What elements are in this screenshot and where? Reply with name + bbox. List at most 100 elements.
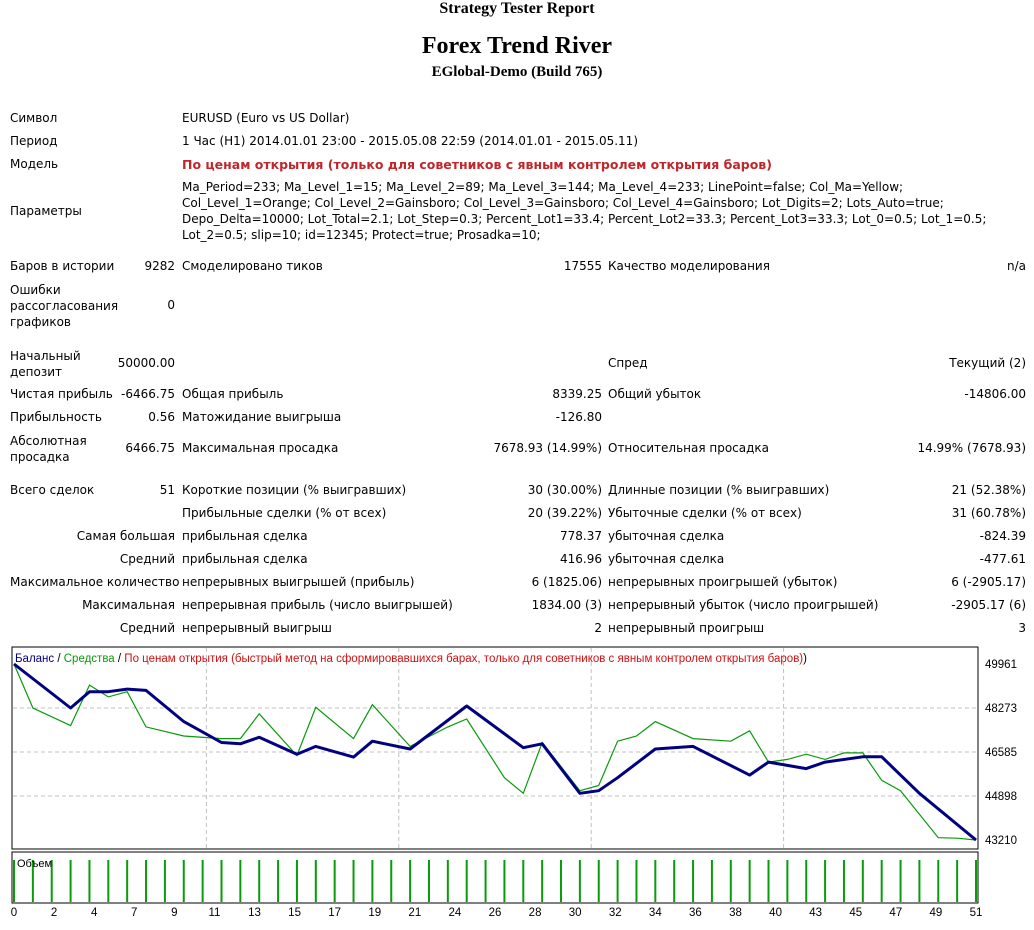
model-label: Модель — [10, 157, 59, 171]
x-tick-label: 11 — [208, 907, 220, 919]
chart-legend: Баланс / Средства / По ценам открытия (б… — [15, 653, 807, 665]
volume-bars — [13, 860, 977, 902]
legend-model: По ценам открытия (быстрый метод на сфор… — [124, 653, 803, 665]
profit-trades-value: 20 (39.22%) — [527, 506, 602, 520]
abs-drawdown-label: Абсолютная просадка — [10, 434, 87, 464]
total-trades-value: 51 — [159, 483, 175, 497]
y-tick-label: 48273 — [985, 703, 1017, 715]
average-profit-label: прибыльная сделка — [182, 552, 308, 566]
volume-plot-frame — [11, 851, 979, 904]
rel-drawdown-label: Относительная просадка — [608, 441, 770, 455]
x-tick-label: 24 — [449, 907, 462, 919]
x-tick-label: 43 — [809, 907, 822, 919]
max-drawdown-value: 7678.93 (14.99%) — [493, 441, 602, 455]
max-count-label: Максимальное количество — [10, 575, 180, 589]
quality-value: n/a — [1006, 259, 1026, 273]
max-count-wins-label: непрерывных выигрышей (прибыль) — [182, 575, 415, 589]
avg-consecutive-label: Средний — [119, 621, 175, 635]
x-axis-labels: 0 2 4 7 9 11 13 15 17 19 21 24 26 28 30 32 34 36 38 40 43 45 4… — [11, 907, 983, 919]
x-tick-label: 45 — [849, 907, 862, 919]
short-positions-value: 30 (30.00%) — [527, 483, 602, 497]
maximal-profit-value: 1834.00 (3) — [531, 598, 602, 612]
maximal-loss-label: непрерывный убыток (число проигрышей) — [608, 598, 879, 612]
loss-trades-label: Убыточные сделки (% от всех) — [608, 506, 802, 520]
avg-consecutive-losses-value: 3 — [1018, 621, 1026, 635]
short-positions-label: Короткие позиции (% выигравших) — [182, 483, 407, 497]
x-tick-label: 19 — [368, 907, 381, 919]
largest-loss-label: убыточная сделка — [608, 529, 725, 543]
deposit-label: Начальный депозит — [10, 349, 81, 379]
avg-consecutive-wins-label: непрерывный выигрыш — [182, 621, 332, 635]
max-drawdown-label: Максимальная просадка — [182, 441, 339, 455]
x-tick-label: 28 — [529, 907, 542, 919]
x-tick-label: 32 — [609, 907, 622, 919]
gross-profit-label: Общая прибыль — [182, 387, 284, 401]
x-tick-label: 17 — [328, 907, 341, 919]
long-positions-label: Длинные позиции (% выигравших) — [608, 483, 830, 497]
largest-profit-value: 778.37 — [560, 529, 602, 543]
y-axis-labels: 49961 48273 46585 44898 43210 — [985, 659, 1017, 847]
params-line-2: Col_Level_1=Orange; Col_Level_2=Gainsbor… — [182, 196, 944, 210]
legend-equity: Средства — [64, 653, 116, 665]
largest-profit-label: прибыльная сделка — [182, 529, 308, 543]
ticks-label: Смоделировано тиков — [182, 259, 323, 273]
mismatch-value: 0 — [167, 298, 175, 312]
period-value: 1 Час (H1) 2014.01.01 23:00 - 2015.05.08… — [182, 134, 638, 148]
y-tick-label: 46585 — [985, 747, 1017, 759]
x-tick-label: 7 — [131, 907, 137, 919]
params-line-1: Ma_Period=233; Ma_Level_1=15; Ma_Level_2… — [182, 180, 904, 194]
max-count-losses-value: 6 (-2905.17) — [951, 575, 1026, 589]
period-label: Период — [10, 134, 58, 148]
x-tick-label: 38 — [729, 907, 742, 919]
average-label: Средний — [119, 552, 175, 566]
ticks-value: 17555 — [563, 259, 602, 273]
average-loss-value: -477.61 — [979, 552, 1026, 566]
expert-name: Forex Trend River — [421, 33, 613, 59]
y-tick-label: 49961 — [985, 659, 1017, 671]
model-value: По ценам открытия (только для советников… — [182, 157, 772, 172]
legend-balance: Баланс — [15, 653, 54, 665]
symbol-label: Символ — [10, 111, 58, 125]
x-tick-label: 9 — [171, 907, 177, 919]
balance-series-line — [13, 662, 977, 842]
gross-profit-value: 8339.25 — [552, 387, 602, 401]
largest-label: Самая большая — [76, 529, 175, 543]
deposit-value: 50000.00 — [117, 356, 175, 370]
rel-drawdown-value: 14.99% (7678.93) — [917, 441, 1026, 455]
maximal-profit-label: непрерывная прибыль (число выигрышей) — [182, 598, 453, 612]
symbol-value: EURUSD (Euro vs US Dollar) — [182, 111, 350, 125]
gross-loss-value: -14806.00 — [964, 387, 1026, 401]
x-tick-label: 2 — [51, 907, 57, 919]
x-tick-label: 21 — [408, 907, 421, 919]
long-positions-value: 21 (52.38%) — [951, 483, 1026, 497]
x-tick-label: 13 — [248, 907, 261, 919]
chart-plot-frame — [11, 646, 979, 850]
profit-factor-value: 0.56 — [148, 410, 175, 424]
x-tick-label: 34 — [649, 907, 662, 919]
x-tick-label: 47 — [889, 907, 902, 919]
profit-factor-label: Прибыльность — [10, 410, 102, 424]
maximal-loss-value: -2905.17 (6) — [951, 598, 1026, 612]
abs-drawdown-value: 6466.75 — [125, 441, 175, 455]
params-line-4: Lot_2=0.5; slip=10; id=12345; Protect=tr… — [182, 228, 541, 242]
avg-consecutive-losses-label: непрерывный проигрыш — [608, 621, 765, 635]
x-tick-label: 36 — [689, 907, 702, 919]
y-tick-label: 44898 — [985, 791, 1017, 803]
x-tick-label: 51 — [970, 907, 983, 919]
params-label: Параметры — [10, 204, 82, 218]
loss-trades-value: 31 (60.78%) — [951, 506, 1026, 520]
payoff-value: -126.80 — [555, 410, 602, 424]
quality-label: Качество моделирования — [608, 259, 770, 273]
max-count-wins-value: 6 (1825.06) — [531, 575, 602, 589]
x-tick-label: 4 — [91, 907, 98, 919]
total-trades-label: Всего сделок — [10, 483, 95, 497]
largest-loss-value: -824.39 — [979, 529, 1026, 543]
average-loss-label: убыточная сделка — [608, 552, 725, 566]
max-count-losses-label: непрерывных проигрышей (убыток) — [608, 575, 838, 589]
report-title: Strategy Tester Report — [439, 0, 595, 17]
x-tick-label: 49 — [930, 907, 943, 919]
x-tick-label: 30 — [569, 907, 582, 919]
x-tick-label: 0 — [11, 907, 17, 919]
spread-value: Текущий (2) — [949, 356, 1026, 370]
